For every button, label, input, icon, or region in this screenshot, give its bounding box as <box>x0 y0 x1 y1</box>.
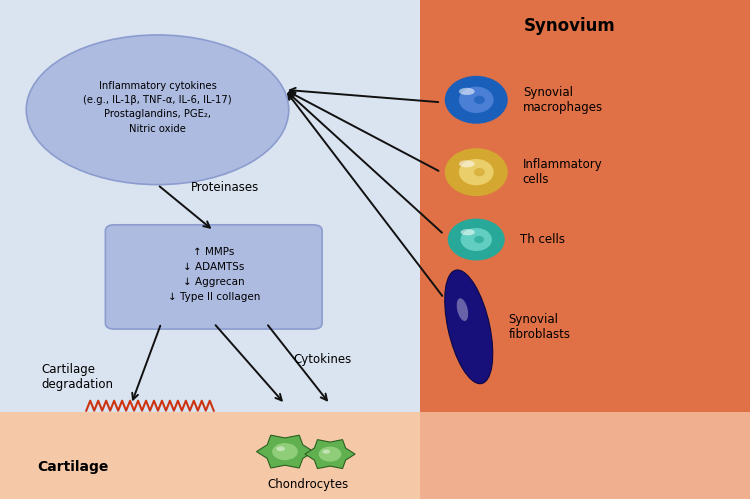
Ellipse shape <box>459 160 475 167</box>
Ellipse shape <box>445 148 508 196</box>
Text: Synovial
fibroblasts: Synovial fibroblasts <box>509 313 571 341</box>
Polygon shape <box>256 435 313 468</box>
FancyBboxPatch shape <box>105 225 322 329</box>
Ellipse shape <box>474 236 484 243</box>
Ellipse shape <box>459 88 475 95</box>
Text: Synovial
macrophages: Synovial macrophages <box>523 86 603 114</box>
Ellipse shape <box>459 87 494 113</box>
Text: Proteinases: Proteinases <box>191 181 260 194</box>
Text: Inflammatory
cells: Inflammatory cells <box>523 158 602 186</box>
Ellipse shape <box>445 76 508 124</box>
FancyBboxPatch shape <box>420 0 750 499</box>
Text: Chondrocytes: Chondrocytes <box>267 478 348 491</box>
Polygon shape <box>305 440 355 469</box>
Ellipse shape <box>457 298 468 321</box>
Ellipse shape <box>474 168 485 176</box>
Text: Cytokines: Cytokines <box>293 353 352 366</box>
Ellipse shape <box>459 159 494 185</box>
Ellipse shape <box>319 447 341 462</box>
FancyBboxPatch shape <box>0 0 420 412</box>
Text: ↑ MMPs
↓ ADAMTSs
↓ Aggrecan
↓ Type II collagen: ↑ MMPs ↓ ADAMTSs ↓ Aggrecan ↓ Type II co… <box>167 247 260 302</box>
Ellipse shape <box>277 447 285 451</box>
Ellipse shape <box>26 35 289 185</box>
Ellipse shape <box>322 450 330 454</box>
Ellipse shape <box>448 219 505 260</box>
Text: Inflammatory cytokines
(e.g., IL-1β, TNF-α, IL-6, IL-17)
Prostaglandins, PGE₂,
N: Inflammatory cytokines (e.g., IL-1β, TNF… <box>83 81 232 134</box>
Ellipse shape <box>272 443 298 460</box>
FancyBboxPatch shape <box>420 412 750 499</box>
Ellipse shape <box>460 228 492 251</box>
Text: Cartilage
degradation: Cartilage degradation <box>41 363 113 391</box>
Ellipse shape <box>474 96 485 104</box>
Ellipse shape <box>460 229 475 236</box>
FancyBboxPatch shape <box>0 412 420 499</box>
Ellipse shape <box>445 270 493 384</box>
Text: Th cells: Th cells <box>520 233 565 246</box>
Text: Synovium: Synovium <box>524 17 616 35</box>
Text: Cartilage: Cartilage <box>38 460 109 474</box>
